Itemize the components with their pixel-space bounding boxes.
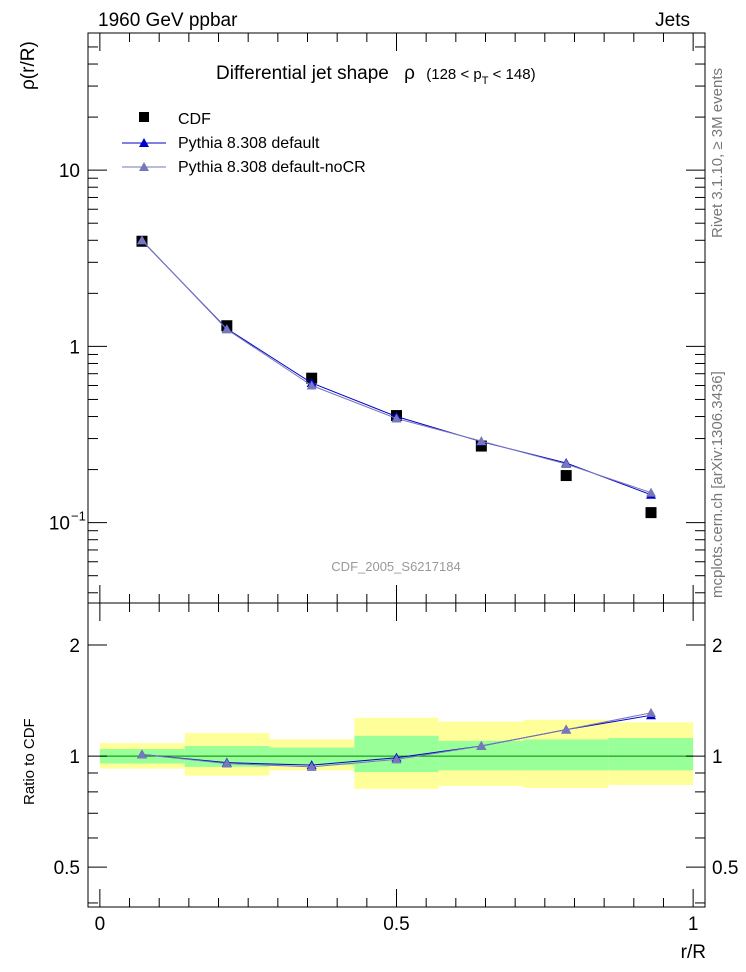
- series-line-pythia-8-308-default: [141, 240, 652, 496]
- legend-marker-cdf: [139, 112, 149, 122]
- ratio-y-tick-label-right: 1: [712, 747, 723, 768]
- main-plot-marks: [136, 235, 657, 519]
- legend-label-cdf: CDF: [178, 111, 211, 128]
- x-tick-label: 0: [95, 914, 106, 935]
- x-tick-label: 1: [688, 914, 699, 935]
- series-line-pythia-8-308-default-nocr: [141, 239, 652, 494]
- data-point-pythia-8-308-default-nocr: [476, 436, 487, 446]
- legend-marker-pythia-default: [139, 138, 149, 147]
- x-axis-label: r/R: [681, 942, 706, 963]
- ratio-y-tick-label: 1: [69, 747, 80, 768]
- legend-label-pythia-default: Pythia 8.308 default: [178, 135, 320, 152]
- ratio-point-pythia-8-308-default-nocr: [136, 749, 147, 759]
- data-point-pythia-8-308-default-nocr: [306, 380, 317, 390]
- data-point-cdf: [560, 470, 572, 482]
- data-point-pythia-8-308-default-nocr: [136, 235, 147, 245]
- ratio-plot-tick-labels: 2 2 1 1 0.5 0.5 0 0.5 1: [54, 636, 739, 935]
- plot-title-main: Differential jet shape: [216, 63, 389, 84]
- ratio-plot-panel: 2 2 1 1 0.5 0.5 0 0.5 1 Ratio to CDF r/R: [21, 602, 739, 963]
- ratio-point-pythia-8-308-default-nocr: [476, 741, 487, 751]
- plot-title: Differential jet shape ρ (128 < pT < 148…: [216, 63, 536, 87]
- ratio-point-pythia-8-308-default-nocr: [646, 707, 657, 717]
- ratio-y-tick-label-right: 2: [712, 636, 723, 657]
- ratio-plot-marks: [136, 707, 657, 771]
- plot-title-range-close: < 148): [488, 66, 535, 83]
- legend-marker-pythia-nocr: [139, 162, 149, 171]
- header-energy-label: 1960 GeV ppbar: [98, 10, 238, 31]
- stat-uncertainty-band: [523, 739, 609, 771]
- ratio-y-axis-label: Ratio to CDF: [21, 718, 38, 805]
- y-tick-label: 1: [69, 337, 80, 358]
- main-plot-ticks: [88, 32, 705, 603]
- ratio-point-pythia-8-308-default-nocr: [306, 761, 317, 771]
- y-tick-label: 10: [49, 514, 70, 535]
- data-point-cdf: [475, 440, 487, 452]
- y-axis-label: ρ(r/R): [18, 41, 39, 90]
- rivet-version-label: Rivet 3.1.10, ≥ 3M events: [709, 68, 726, 238]
- ratio-point-pythia-8-308-default-nocr: [391, 754, 402, 764]
- analysis-id-watermark: CDF_2005_S6217184: [331, 559, 460, 574]
- ratio-point-pythia-8-308-default-nocr: [561, 724, 572, 734]
- x-tick-label: 0.5: [383, 914, 409, 935]
- ratio-point-pythia-8-308-default-nocr: [221, 758, 232, 768]
- header-category-label: Jets: [655, 10, 690, 31]
- data-point-pythia-8-308-default-nocr: [391, 413, 402, 423]
- legend: CDF Pythia 8.308 default Pythia 8.308 de…: [122, 111, 366, 176]
- plot-title-subscript: T: [482, 75, 489, 87]
- legend-label-pythia-nocr: Pythia 8.308 default-noCR: [178, 159, 366, 176]
- mcplots-label: mcplots.cern.ch [arXiv:1306.3436]: [709, 371, 726, 598]
- data-point-cdf: [645, 507, 657, 519]
- plot-title-rho: ρ: [404, 63, 415, 84]
- plot-title-range: (128 < p: [426, 66, 481, 83]
- y-tick-label: 10: [59, 161, 80, 182]
- ratio-plot-ticks: [88, 603, 705, 907]
- ratio-y-tick-label: 0.5: [54, 858, 80, 879]
- data-point-pythia-8-308-default-nocr: [646, 487, 657, 497]
- stat-uncertainty-band: [608, 737, 694, 771]
- ratio-y-tick-label: 2: [69, 636, 80, 657]
- ratio-y-tick-label-right: 0.5: [712, 858, 738, 879]
- data-point-pythia-8-308-default-nocr: [561, 459, 572, 469]
- data-point-pythia-8-308-default-nocr: [221, 324, 232, 334]
- y-tick-label-exponent: −1: [71, 509, 86, 524]
